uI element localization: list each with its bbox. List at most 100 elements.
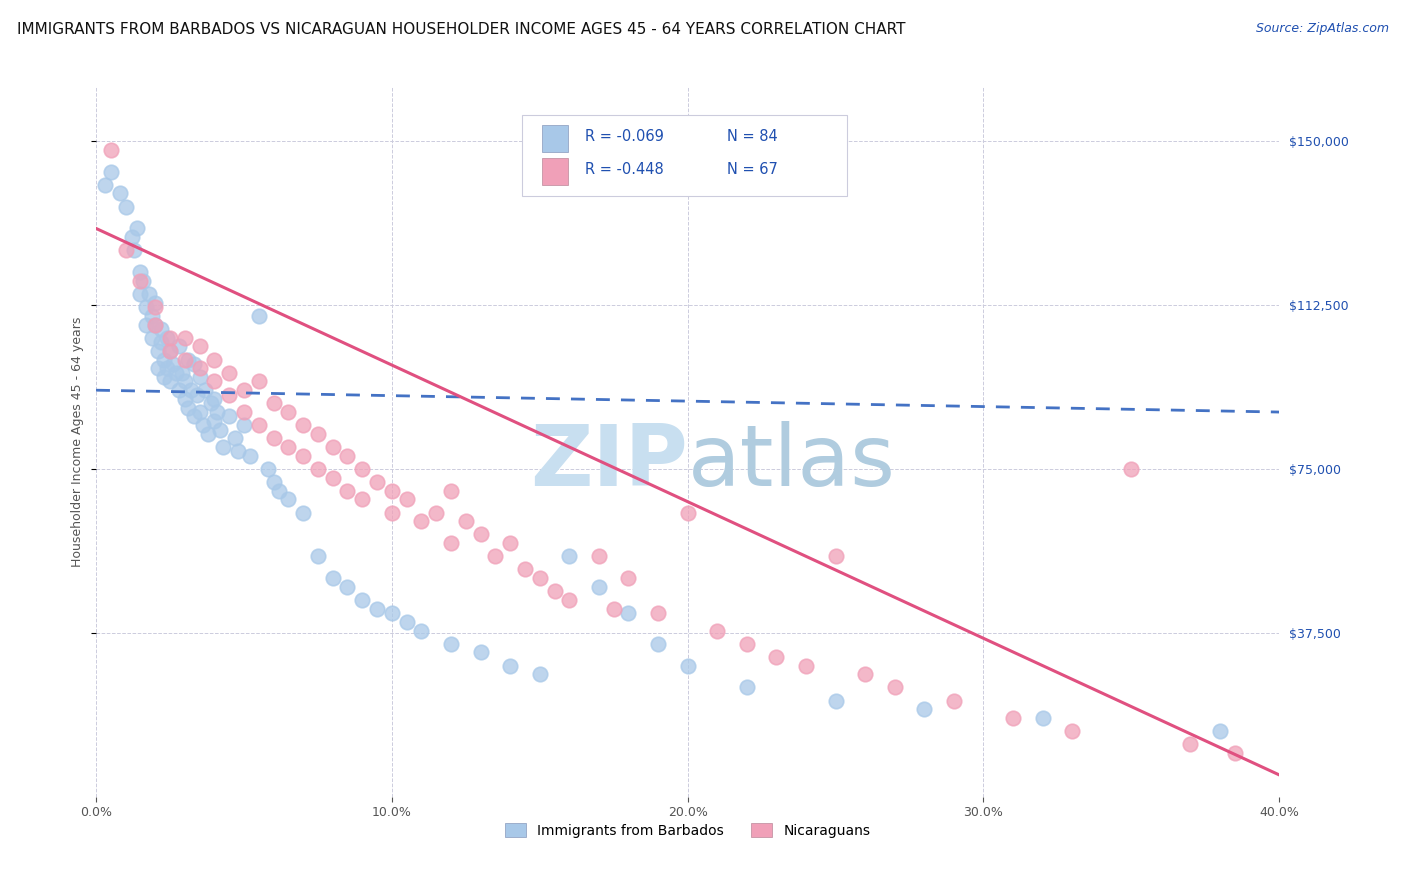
Point xyxy=(352,462,374,476)
Point xyxy=(183,409,205,424)
Point xyxy=(256,462,278,476)
Point xyxy=(765,649,787,664)
Point xyxy=(233,405,256,419)
Point xyxy=(188,370,211,384)
Point xyxy=(263,431,285,445)
Point xyxy=(269,483,291,498)
Point xyxy=(499,536,522,550)
Point xyxy=(307,549,329,564)
Point xyxy=(129,274,152,288)
Point xyxy=(336,580,359,594)
Point xyxy=(121,230,143,244)
Point xyxy=(366,601,388,615)
Point xyxy=(180,383,202,397)
Point xyxy=(277,405,299,419)
Point xyxy=(617,606,640,620)
Point xyxy=(202,392,225,406)
Point xyxy=(735,637,758,651)
Point xyxy=(676,658,699,673)
Text: atlas: atlas xyxy=(688,421,896,504)
Point xyxy=(156,331,179,345)
Point xyxy=(167,383,190,397)
Point xyxy=(156,361,179,376)
Point xyxy=(202,375,225,389)
Point xyxy=(292,449,315,463)
Point xyxy=(218,409,240,424)
Point xyxy=(143,318,166,332)
Point xyxy=(617,571,640,585)
Point xyxy=(263,396,285,410)
Text: R = -0.069: R = -0.069 xyxy=(585,128,664,144)
Point xyxy=(114,244,136,258)
Point xyxy=(233,383,256,397)
Point xyxy=(173,352,195,367)
Point xyxy=(108,186,131,201)
Point xyxy=(150,322,173,336)
Point xyxy=(499,658,522,673)
Point xyxy=(484,549,506,564)
Point xyxy=(1223,746,1246,760)
Point xyxy=(150,335,173,350)
Point xyxy=(159,331,181,345)
Point xyxy=(425,506,447,520)
Point xyxy=(1121,462,1143,476)
Point xyxy=(183,357,205,371)
Point xyxy=(143,318,166,332)
Point xyxy=(336,483,359,498)
Point xyxy=(322,571,344,585)
Point xyxy=(588,549,610,564)
Legend: Immigrants from Barbados, Nicaraguans: Immigrants from Barbados, Nicaraguans xyxy=(499,817,876,843)
Point xyxy=(322,470,344,484)
Point xyxy=(233,418,256,433)
Point xyxy=(352,492,374,507)
Point xyxy=(1062,724,1084,739)
Point xyxy=(177,352,200,367)
Point xyxy=(159,343,181,358)
Point xyxy=(263,475,285,489)
Point xyxy=(186,387,208,401)
FancyBboxPatch shape xyxy=(543,125,568,152)
Point xyxy=(173,375,195,389)
Point xyxy=(1032,711,1054,725)
Point xyxy=(381,606,404,620)
Point xyxy=(143,295,166,310)
Point xyxy=(202,352,225,367)
Point xyxy=(247,309,270,323)
Point xyxy=(794,658,817,673)
Point xyxy=(588,580,610,594)
Y-axis label: Householder Income Ages 45 - 64 years: Householder Income Ages 45 - 64 years xyxy=(72,317,84,566)
Point xyxy=(218,366,240,380)
Point xyxy=(292,506,315,520)
Point xyxy=(159,375,181,389)
Point xyxy=(513,562,536,576)
Point xyxy=(1180,737,1202,751)
Text: N = 84: N = 84 xyxy=(727,128,778,144)
Point xyxy=(135,318,157,332)
Point xyxy=(188,405,211,419)
Point xyxy=(127,221,149,235)
Point xyxy=(170,366,193,380)
Point xyxy=(247,375,270,389)
Point xyxy=(440,536,463,550)
Point xyxy=(165,366,187,380)
Point xyxy=(100,143,122,157)
Point xyxy=(114,200,136,214)
Point xyxy=(307,426,329,441)
Point xyxy=(138,287,160,301)
Point xyxy=(100,164,122,178)
Point xyxy=(558,549,581,564)
Point xyxy=(141,309,163,323)
Point xyxy=(146,361,169,376)
Point xyxy=(647,637,669,651)
FancyBboxPatch shape xyxy=(522,115,848,196)
Text: R = -0.448: R = -0.448 xyxy=(585,162,664,177)
Point xyxy=(247,418,270,433)
Point xyxy=(824,693,846,707)
Point xyxy=(381,506,404,520)
Point xyxy=(177,401,200,415)
Point xyxy=(706,624,728,638)
Point xyxy=(543,584,565,599)
Point xyxy=(558,593,581,607)
Point xyxy=(94,178,117,192)
Point xyxy=(200,396,222,410)
